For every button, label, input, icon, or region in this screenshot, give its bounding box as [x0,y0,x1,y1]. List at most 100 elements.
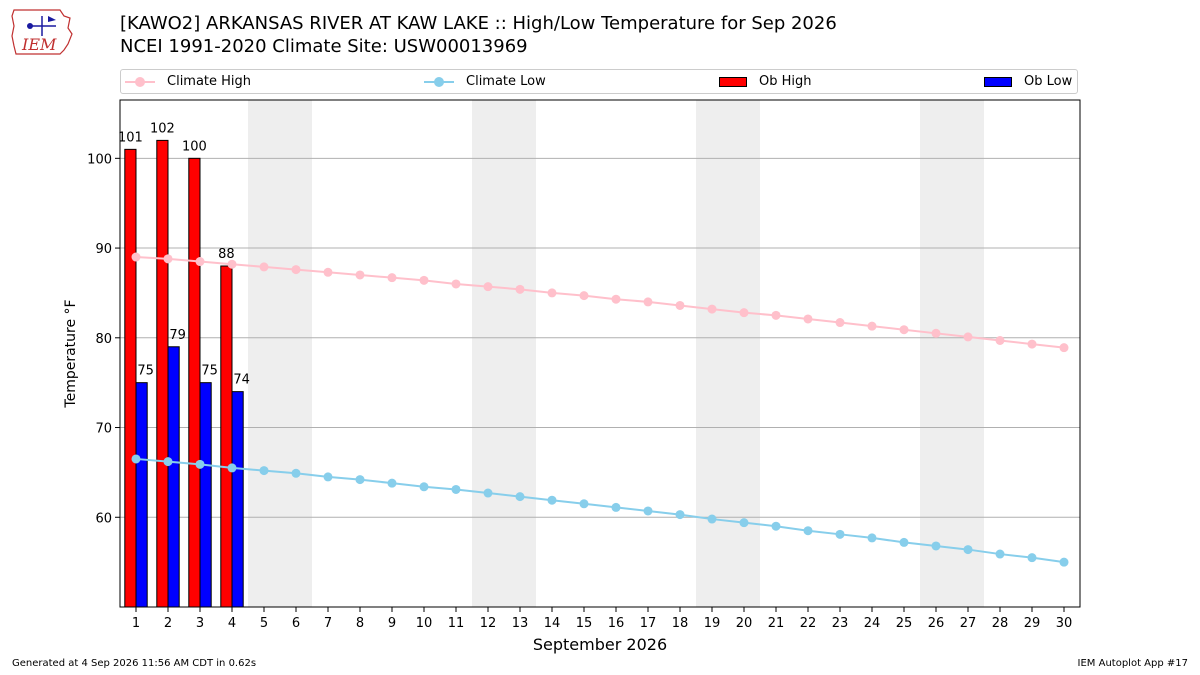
x-tick-label: 9 [388,616,396,631]
x-tick-label: 3 [196,616,204,631]
title-line-1: [KAWO2] ARKANSAS RIVER AT KAW LAKE :: Hi… [120,13,837,34]
title-line-2: NCEI 1991-2020 Climate Site: USW00013969 [120,36,528,57]
climate-high-point [1059,343,1069,353]
climate-low-point [547,495,557,505]
climate-low-point [163,457,173,467]
climate-high-point [323,267,333,277]
climate-high-point [995,335,1005,345]
legend-ob-high: Ob High [719,70,812,93]
legend-label: Ob Low [1024,74,1073,89]
weekend-band [696,100,760,607]
climate-high-point [931,328,941,338]
x-tick-label: 12 [480,616,497,631]
x-tick-label: 19 [704,616,721,631]
ob-low-bar [167,346,180,608]
climate-low-point [291,468,301,478]
climate-low-point [611,502,621,512]
x-tick-label: 15 [576,616,593,631]
climate-low-point [387,478,397,488]
x-tick-label: 4 [228,616,236,631]
climate-low-point [451,484,461,494]
climate-high-line [135,256,1065,349]
climate-low-point [515,492,525,502]
x-tick-label: 2 [164,616,172,631]
generated-footer: Generated at 4 Sep 2026 11:56 AM CDT in … [12,658,257,669]
ob-high-label: 102 [150,121,175,136]
climate-low-point [707,514,717,524]
x-tick-label: 6 [292,616,300,631]
x-tick-label: 17 [640,616,657,631]
weekend-band [920,100,984,607]
x-tick-label: 1 [132,616,140,631]
ob-low-label: 74 [233,373,250,388]
y-tick-label: 100 [87,152,112,167]
climate-low-point [643,506,653,516]
climate-high-point [483,282,493,292]
ob-low-bar [231,391,244,608]
climate-high-point [547,288,557,298]
x-tick-label: 7 [324,616,332,631]
climate-high-point [835,318,845,328]
climate-high-point [387,273,397,283]
climate-low-line [135,457,1065,564]
legend-climate-high: Climate High [125,70,251,93]
ob-high-bar [220,265,233,608]
ob-high-label: 101 [118,130,143,145]
climate-low-point [323,472,333,482]
climate-high-point [195,257,205,267]
climate-low-point [771,521,781,531]
climate-low-point [1027,553,1037,563]
x-tick-label: 8 [356,616,364,631]
ob-high-label: 88 [218,247,235,262]
x-tick-label: 13 [512,616,529,631]
climate-high-point [803,314,813,324]
ob-low-bar [135,382,148,608]
legend: Climate High Climate Low Ob High Ob Low [120,69,1078,94]
y-tick-label: 90 [95,242,112,257]
climate-high-point [355,270,365,280]
ob-low-bar [199,382,212,608]
x-tick-label: 16 [608,616,625,631]
climate-low-point [867,533,877,543]
climate-high-point [867,321,877,331]
climate-high-point [259,262,269,272]
x-tick-label: 30 [1056,616,1073,631]
y-axis-label: Temperature °F [63,299,79,408]
climate-high-point [739,308,749,318]
climate-high-swatch [125,76,155,87]
climate-low-point [995,549,1005,559]
climate-high-point [771,310,781,320]
x-tick-label: 25 [896,616,913,631]
climate-high-point [611,294,621,304]
climate-high-point [675,300,685,310]
climate-high-point [707,304,717,314]
ob-high-bar [124,148,137,608]
climate-high-point [227,259,237,269]
x-tick-label: 24 [864,616,881,631]
climate-low-point [963,545,973,555]
climate-high-point [643,297,653,307]
climate-high-point [899,325,909,335]
x-tick-label: 11 [448,616,465,631]
ob-high-bar [188,157,201,608]
weekend-band [248,100,312,607]
x-tick-label: 14 [544,616,561,631]
x-tick-label: 5 [260,616,268,631]
climate-low-point [355,475,365,485]
legend-label: Ob High [759,74,812,89]
climate-high-point [515,284,525,294]
climate-low-point [195,459,205,469]
x-axis-label: September 2026 [533,635,667,654]
climate-low-point [931,541,941,551]
ob-low-label: 79 [169,328,186,343]
app-footer: IEM Autoplot App #17 [1077,658,1188,669]
y-tick-label: 80 [95,332,112,347]
climate-high-point [579,291,589,301]
x-tick-label: 10 [416,616,433,631]
y-tick-label: 60 [95,511,112,526]
ob-low-swatch [984,76,1012,87]
ob-high-bar [156,139,169,608]
legend-label: Climate High [167,74,252,89]
climate-low-point [803,526,813,536]
